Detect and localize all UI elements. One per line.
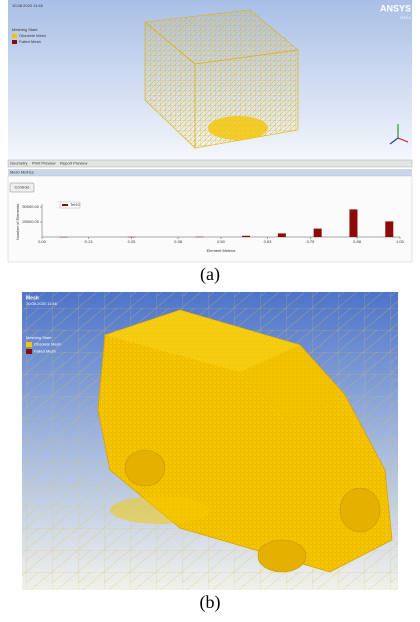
legend-label: Tet10 — [70, 202, 81, 207]
x-tick-label: 0.13 — [85, 239, 94, 244]
tab[interactable]: Report Preview — [60, 161, 87, 166]
legend-item: Obsolete Mesh — [34, 342, 61, 347]
x-axis-label: Element Metrics — [207, 248, 236, 253]
date: 10.08.2020 11:46 — [12, 3, 44, 8]
brand: ANSYS — [380, 3, 411, 13]
legend-title: Meshing State — [12, 27, 38, 32]
caption: (b) — [200, 592, 221, 613]
legend-item: Failed Mesh — [19, 39, 41, 44]
x-tick-label: 0.75 — [307, 239, 316, 244]
x-tick-label: 0.38 — [174, 239, 183, 244]
legend-swatch — [26, 342, 32, 347]
x-tick-label: 0.00 — [38, 239, 47, 244]
bar — [314, 229, 322, 237]
y-tick-label: 50000.00 — [22, 204, 39, 209]
bar — [278, 233, 286, 237]
panel-a: 10.08.2020 11:46 Meshing State Obsolete … — [8, 0, 412, 262]
panel-header — [8, 169, 412, 176]
legend-title: Meshing State — [26, 335, 52, 340]
panel-b: Mesh 10.08.2020 11:46 Meshing State Obso… — [22, 292, 398, 590]
x-tick-label: 0.63 — [264, 239, 273, 244]
bar — [385, 221, 393, 237]
y-axis-label: Number of Elements — [15, 204, 20, 240]
x-tick-label: 0.88 — [353, 239, 362, 244]
x-tick-label: 0.25 — [128, 239, 137, 244]
legend-swatch — [12, 34, 17, 38]
panel-title: Mesh Metrics — [10, 170, 34, 175]
bar — [349, 209, 357, 237]
tab[interactable]: Geometry — [10, 161, 28, 166]
version: R19.1 — [400, 15, 411, 20]
legend-swatch — [12, 40, 17, 44]
legend-item: Failed Mesh — [34, 349, 56, 354]
x-tick-label: 0.50 — [217, 239, 226, 244]
tab[interactable]: Print Preview — [32, 161, 56, 166]
button-label[interactable]: Controls — [15, 185, 30, 190]
legend-swatch — [62, 204, 68, 206]
legend-swatch — [26, 349, 32, 354]
x-tick-label: 1.00 — [396, 239, 405, 244]
caption: (a) — [200, 264, 220, 285]
legend-item: Obsolete Mesh — [19, 33, 46, 38]
y-tick-label: 25000.00 — [22, 219, 39, 224]
date: 10.08.2020 11:46 — [26, 301, 58, 306]
figure: 10.08.2020 11:46 Meshing State Obsolete … — [0, 0, 420, 617]
bar — [242, 236, 250, 237]
